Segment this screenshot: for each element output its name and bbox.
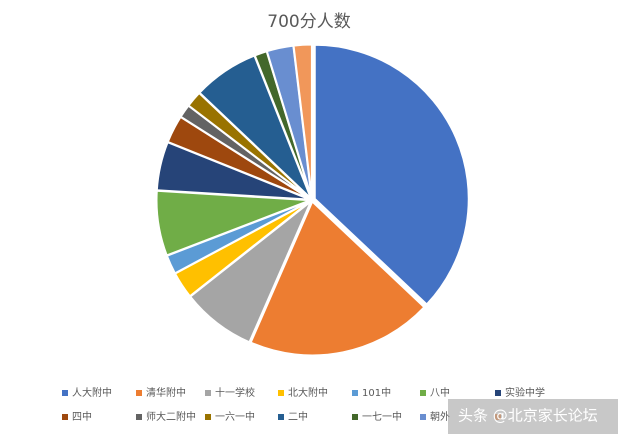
pie (155, 43, 470, 357)
legend-swatch (136, 390, 142, 396)
legend-label: 朝外 (430, 411, 450, 423)
legend-label: 清华附中 (146, 386, 186, 399)
legend-swatch (420, 414, 426, 420)
legend-label: 十一学校 (215, 386, 255, 399)
legend-label: 二中 (288, 410, 308, 423)
legend-swatch (278, 390, 284, 396)
legend-swatch (495, 390, 501, 396)
legend-label: 师大二附中 (146, 410, 196, 423)
pie-slice (249, 199, 426, 357)
legend-swatch (205, 414, 211, 420)
legend-label: 北大附中 (288, 386, 328, 399)
legend-swatch (420, 390, 426, 396)
legend-label: 实验中学 (505, 386, 545, 399)
watermark: 头条 @北京家长论坛 (458, 407, 598, 425)
legend-swatch (62, 414, 68, 420)
legend-swatch (136, 414, 142, 420)
legend-label: 一六一中 (215, 410, 255, 423)
watermark-bg (448, 399, 618, 434)
legend-swatch (62, 390, 68, 396)
legend-label: 人大附中 (72, 386, 112, 399)
legend-label: 八中 (430, 386, 450, 399)
pie-slice (313, 43, 470, 306)
legend-swatch (352, 390, 358, 396)
chart-title: 700分人数 (267, 12, 350, 32)
legend-label: 一七一中 (362, 410, 402, 423)
legend-swatch (205, 390, 211, 396)
legend-label: 四中 (72, 410, 92, 423)
pie-slice (292, 43, 313, 199)
legend-swatch (278, 414, 284, 420)
legend-label: 101中 (362, 386, 391, 399)
legend-swatch (352, 414, 358, 420)
